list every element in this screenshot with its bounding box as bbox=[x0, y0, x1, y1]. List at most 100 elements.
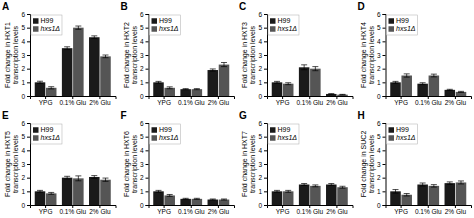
error-bar-line bbox=[78, 26, 79, 29]
tick-mark bbox=[27, 41, 30, 42]
tick-label: 0 bbox=[377, 93, 381, 100]
y-axis: 0123456 bbox=[140, 120, 149, 209]
tick: 2 bbox=[140, 174, 149, 181]
error-bar-cap bbox=[312, 70, 318, 71]
tick-label: 2 bbox=[258, 174, 262, 181]
error-bar-cap bbox=[91, 38, 97, 39]
tick-label: 2 bbox=[377, 174, 381, 181]
tick-label: 3 bbox=[140, 52, 144, 59]
tick-mark bbox=[383, 178, 386, 179]
tick-mark bbox=[264, 82, 267, 83]
error-bar bbox=[404, 194, 410, 196]
tick-mark bbox=[383, 28, 386, 29]
tick: 6 bbox=[258, 11, 267, 18]
panel-label: F bbox=[121, 110, 127, 121]
y-axis-label-line: transcription levels bbox=[249, 135, 257, 193]
tick-mark bbox=[27, 191, 30, 192]
error-bar bbox=[167, 194, 173, 196]
legend-swatch bbox=[152, 127, 158, 133]
bar bbox=[164, 88, 175, 96]
plot-area: 0123456YPG0.1% Glu2% GluFold change in H… bbox=[241, 120, 353, 216]
x-axis: YPG0.1% Glu2% Glu bbox=[31, 205, 117, 215]
series bbox=[272, 184, 337, 205]
tick-label: 4 bbox=[377, 147, 381, 154]
error-bar-cap bbox=[431, 187, 437, 188]
error-bar bbox=[156, 190, 162, 192]
bar bbox=[401, 76, 412, 97]
tick-label: 0 bbox=[140, 202, 144, 209]
tick: 0.1% Glu bbox=[296, 96, 323, 106]
y-axis-label-line: Fold change in HXT4 bbox=[360, 22, 368, 88]
legend: H99hxs1Δ bbox=[150, 124, 181, 144]
bar bbox=[456, 92, 467, 96]
tick-mark bbox=[383, 82, 386, 83]
y-axis: 0123456 bbox=[140, 11, 149, 100]
error-bar bbox=[339, 94, 345, 96]
tick-mark bbox=[27, 205, 30, 206]
tick-mark bbox=[146, 164, 149, 165]
tick-label: 2 bbox=[140, 65, 144, 72]
tick-label: 0.1% Glu bbox=[59, 99, 86, 106]
series bbox=[164, 63, 229, 96]
error-bar-cap bbox=[194, 198, 200, 199]
error-bar-cap bbox=[156, 190, 162, 191]
error-bar-cap bbox=[183, 89, 189, 90]
tick-label: 1 bbox=[377, 188, 381, 195]
bar bbox=[429, 186, 440, 205]
series bbox=[153, 190, 218, 205]
tick: 0 bbox=[21, 202, 30, 209]
tick: 3 bbox=[21, 52, 30, 59]
tick-label: 1 bbox=[21, 79, 25, 86]
tick: 4 bbox=[258, 38, 267, 45]
error-bar bbox=[183, 198, 189, 199]
tick: 2% Glu bbox=[89, 205, 111, 215]
tick-label: 0.1% Glu bbox=[59, 208, 86, 215]
error-bar-line bbox=[105, 55, 106, 58]
error-bar bbox=[48, 192, 54, 194]
tick: 0.1% Glu bbox=[296, 205, 323, 215]
panel: 0123456YPG0.1% Glu2% GluFold change in H… bbox=[121, 110, 235, 215]
tick-label: 0.1% Glu bbox=[415, 99, 442, 106]
tick-label: 2 bbox=[140, 174, 144, 181]
tick: 2 bbox=[258, 65, 267, 72]
series bbox=[390, 182, 455, 205]
error-bar-cap bbox=[156, 192, 162, 193]
legend-swatch bbox=[270, 18, 276, 24]
bar bbox=[337, 95, 348, 96]
tick-label: 6 bbox=[21, 120, 25, 127]
tick-mark bbox=[27, 137, 30, 138]
legend-label: H99 bbox=[41, 17, 54, 24]
tick: 4 bbox=[377, 38, 386, 45]
tick-mark bbox=[27, 178, 30, 179]
error-bar bbox=[48, 87, 54, 89]
tick-mark bbox=[383, 123, 386, 124]
tick: YPG bbox=[157, 205, 171, 215]
error-bar-cap bbox=[301, 69, 307, 70]
tick-label: 6 bbox=[21, 11, 25, 18]
marks bbox=[272, 184, 348, 205]
tick: 0.1% Glu bbox=[415, 96, 442, 106]
legend-label: hxs1Δ bbox=[278, 134, 298, 141]
panel: 0123456YPG0.1% Glu2% GluFold change in H… bbox=[2, 1, 116, 106]
bar bbox=[62, 48, 73, 96]
tick-mark bbox=[264, 164, 267, 165]
tick-mark bbox=[264, 123, 267, 124]
error-bar-cap bbox=[404, 195, 410, 196]
bar bbox=[445, 90, 456, 96]
tick: 3 bbox=[140, 161, 149, 168]
error-bar-cap bbox=[458, 180, 464, 181]
tick: 6 bbox=[377, 11, 386, 18]
error-bar-line bbox=[433, 185, 434, 187]
tick-label: 3 bbox=[377, 161, 381, 168]
error-bar-line bbox=[94, 176, 95, 179]
tick-mark bbox=[27, 164, 30, 165]
error-bar-cap bbox=[194, 88, 200, 89]
error-bar-cap bbox=[91, 175, 97, 176]
tick-label: 4 bbox=[377, 38, 381, 45]
tick-label: 3 bbox=[258, 161, 262, 168]
error-bar-cap bbox=[312, 66, 318, 67]
tick: 6 bbox=[21, 11, 30, 18]
error-bar bbox=[37, 81, 43, 83]
tick-label: 6 bbox=[377, 120, 381, 127]
panel: 0123456YPG0.1% Glu2% GluFold change in H… bbox=[121, 1, 235, 106]
